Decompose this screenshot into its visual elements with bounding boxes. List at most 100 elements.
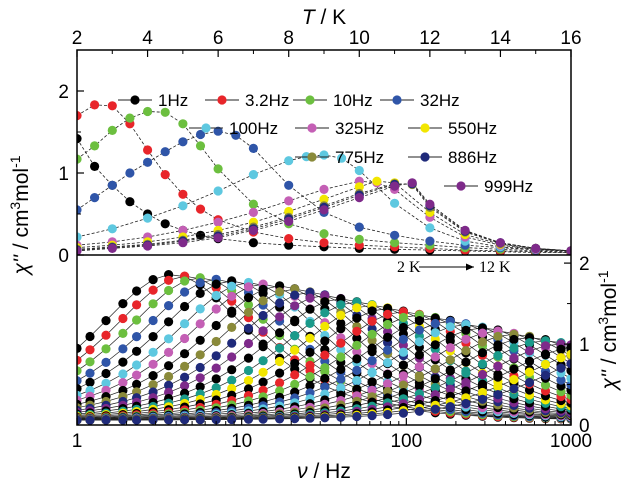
data-point [320,297,330,307]
data-point [243,365,254,376]
data-point [164,334,174,344]
data-point [352,340,362,350]
data-point [320,373,330,384]
data-point [336,324,346,334]
data-point [143,241,153,251]
data-point [227,365,237,375]
data-point [383,409,393,420]
data-point [367,316,377,326]
data-point [77,246,82,255]
data-point [414,316,424,326]
data-point [164,285,174,296]
data-point [354,222,364,232]
data-point [132,346,142,356]
data-point [352,333,362,343]
data-point [430,404,440,414]
data-point [243,323,254,333]
legend: 1Hz 3.2Hz 10Hz 32Hz 100Hz 325Hz 550Hz 775Hz 886H… [118,91,533,196]
data-point [337,153,347,163]
legend-marker [456,181,466,191]
data-point [367,356,377,366]
data-point [248,207,258,217]
data-point [320,382,330,392]
data-point [275,328,285,338]
data-point [383,369,393,379]
data-point [195,382,205,392]
data-point [509,375,519,385]
data-point [414,350,424,360]
legend-marker [217,95,227,105]
data-point [495,238,505,248]
data-point [290,315,300,325]
data-point [430,352,440,362]
data-point [258,342,268,352]
data-point [213,233,223,243]
data-point [383,332,393,342]
data-point [107,101,117,111]
data-point [132,332,142,342]
series-line-6 [77,180,571,252]
data-point [275,343,285,353]
data-point [243,376,254,386]
data-point [477,369,488,380]
data-point [178,238,188,248]
data-point [132,415,142,425]
data-point [258,385,268,395]
data-point [524,346,535,356]
bottom-x-tick-label: 1 [72,431,83,452]
data-point [319,205,329,215]
data-point [493,331,503,341]
data-point [148,415,158,425]
data-point [430,383,440,393]
data-point [305,318,315,328]
legend-label: 550Hz [448,119,497,138]
data-point [227,338,237,348]
data-point [336,345,346,355]
data-point [372,176,382,186]
data-point [367,343,377,353]
data-point [390,230,400,240]
data-point [101,316,111,326]
data-point [398,312,408,323]
data-point [290,331,300,341]
data-point [367,411,377,421]
data-point [243,300,254,310]
data-point [143,213,153,223]
data-point [477,379,488,389]
data-point [556,375,566,385]
data-point [143,157,153,167]
data-point [248,225,258,235]
data-point [101,357,111,367]
data-point [227,375,237,385]
data-point [367,306,377,316]
data-point [445,376,455,386]
data-point [275,386,285,396]
data-point [178,201,188,211]
data-point [211,320,221,331]
data-point [178,225,188,235]
data-point [148,299,158,309]
bottom-x-tick-label: 100 [390,431,422,452]
data-point [132,379,142,389]
data-point [320,321,330,331]
data-point [118,415,128,425]
data-point [180,333,190,344]
data-point [275,298,285,308]
data-point [336,364,346,374]
data-point [195,141,206,151]
data-point [430,328,440,338]
data-point [290,358,300,368]
data-point [160,170,170,180]
data-point [398,380,408,390]
data-point [77,415,82,425]
data-point [101,344,111,354]
data-point [118,328,128,338]
data-point [445,331,455,342]
data-point [320,413,330,423]
data-point [336,310,346,320]
data-point [243,293,254,303]
data-point [180,276,190,286]
data-point [305,347,315,357]
top-x-tick-label: 2 [72,28,83,49]
data-point [414,381,424,391]
